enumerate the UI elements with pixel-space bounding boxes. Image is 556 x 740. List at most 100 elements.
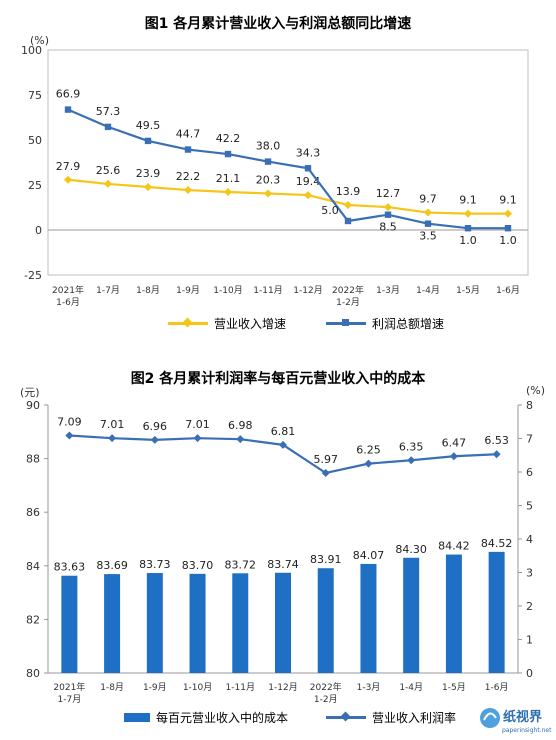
profit-growth-point [464, 225, 472, 232]
chart1-title: 图1 各月累计营业收入与利润总额同比增速 [144, 16, 412, 32]
profit-growth-data-label: 1.0 [499, 234, 517, 247]
cost-bar-data-label: 83.63 [54, 561, 86, 574]
chart1-y-tick-label: 25 [28, 179, 42, 192]
cost-bar [189, 573, 206, 673]
revenue-growth-point [64, 175, 72, 184]
cost-bar-data-label: 83.91 [310, 553, 342, 566]
profit-growth-point [144, 137, 152, 145]
cost-bar [360, 563, 377, 673]
profit-growth-point [304, 165, 312, 172]
chart2-left-tick-label: 90 [26, 399, 40, 412]
chart2-x-tick-label: 1-6月 [485, 682, 509, 693]
profit-margin-data-label: 6.98 [228, 419, 253, 432]
cost-bar [488, 551, 505, 673]
revenue-growth-point [224, 188, 232, 197]
chart1-legend-revenue: 营业收入增速 [168, 315, 286, 332]
cost-bar-data-label: 83.74 [267, 558, 299, 571]
profit-growth-point [184, 146, 192, 153]
revenue-growth-point [144, 182, 152, 191]
chart2-right-tick-label: 3 [526, 567, 533, 580]
chart1-y-tick-label: 100 [21, 44, 42, 57]
legend-label: 利润总额增速 [372, 317, 445, 331]
revenue-growth-point [184, 186, 192, 195]
legend-label: 营业收入增速 [214, 317, 287, 331]
chart-growth-rates: 图1 各月累计营业收入与利润总额同比增速 (%) 100 75 50 25 0 -25 20… [0, 0, 556, 350]
revenue-growth-point [344, 200, 352, 209]
revenue-growth-point [424, 208, 432, 217]
chart1-legend-profit: 利润总额增速 [326, 315, 444, 332]
profit-growth-point [344, 217, 352, 225]
profit-margin-data-label: 6.25 [356, 444, 381, 457]
profit-growth-data-label: 3.5 [419, 230, 437, 243]
cost-bar-data-label: 83.70 [182, 559, 214, 572]
chart2-right-tick-label: 7 [526, 433, 533, 446]
profit-margin-point [364, 459, 373, 468]
legend-line-marker [168, 317, 208, 328]
revenue-growth-data-label: 25.6 [96, 164, 121, 177]
cost-bar [317, 568, 334, 673]
cost-bar-data-label: 84.07 [353, 549, 385, 562]
profit-growth-data-label: 49.5 [136, 119, 161, 132]
chart2-x-tick-label: 1-12月 [268, 682, 297, 693]
cost-bar-data-label: 84.52 [481, 537, 513, 550]
chart1-x-tick-label: 1-2月 [336, 297, 360, 308]
chart2-x-tick-label: 1-2月 [314, 694, 338, 705]
chart1-x-tick-label: 2021年 [52, 284, 84, 296]
profit-growth-point [64, 106, 72, 113]
profit-margin-point [150, 435, 159, 444]
chart2-right-tick-label: 0 [526, 667, 533, 680]
profit-growth-point [224, 150, 232, 158]
chart1-x-tick-label: 1-7月 [96, 285, 120, 296]
revenue-growth-data-label: 20.3 [256, 173, 281, 186]
cost-bar-data-label: 84.42 [438, 540, 470, 553]
profit-margin-data-label: 6.47 [442, 436, 467, 449]
chart2-right-tick-label: 6 [526, 466, 533, 479]
chart2-x-tick-label: 1-3月 [357, 682, 381, 693]
chart2-right-tick-label: 2 [526, 600, 533, 613]
profit-margin-point [65, 431, 74, 440]
watermark-cn: 纸视界 [503, 709, 542, 725]
revenue-growth-data-label: 21.1 [216, 172, 241, 185]
revenue-growth-point [104, 179, 112, 188]
chart2-right-tick-label: 1 [526, 634, 533, 647]
profit-growth-data-label: 8.5 [379, 221, 397, 234]
profit-margin-point [193, 434, 202, 443]
chart2-x-tick-label: 1-7月 [58, 694, 82, 705]
legend-bar-swatch [124, 713, 150, 722]
chart2-left-tick-label: 80 [26, 667, 40, 680]
chart2-right-tick-label: 5 [526, 500, 533, 513]
cost-bar [403, 557, 420, 673]
legend-label: 每百元营业收入中的成本 [156, 711, 289, 725]
chart1-y-tick-label: 75 [28, 89, 42, 102]
cost-bar [61, 575, 78, 673]
chart1-x-tick-label: 2022年 [332, 284, 364, 296]
chart2-left-tick-label: 82 [26, 613, 40, 626]
revenue-growth-line [67, 178, 508, 215]
profit-margin-data-label: 7.01 [100, 418, 125, 431]
profit-margin-data-label: 7.09 [57, 415, 82, 428]
profit-growth-data-label: 5.0 [321, 204, 339, 217]
watermark-icon [480, 708, 500, 728]
cost-bar [232, 573, 249, 673]
chart1-x-tick-label: 1-8月 [136, 285, 160, 296]
profit-margin-point [321, 469, 330, 478]
profit-margin-data-label: 6.96 [143, 420, 168, 433]
profit-margin-data-label: 6.53 [484, 434, 509, 447]
profit-growth-data-label: 34.3 [296, 146, 321, 159]
revenue-growth-data-label: 23.9 [136, 167, 161, 180]
chart2-x-tick-label: 1-9月 [143, 682, 167, 693]
cost-bar [104, 574, 121, 673]
revenue-growth-data-label: 9.7 [419, 193, 437, 206]
profit-growth-line [67, 108, 508, 230]
legend-label: 营业收入利润率 [372, 711, 457, 725]
chart1-x-tick-label: 1-3月 [376, 285, 400, 296]
revenue-growth-data-label: 22.2 [176, 170, 201, 183]
chart2-left-tick-label: 88 [26, 453, 40, 466]
cost-bar [146, 573, 163, 673]
chart2-x-tick-label: 2022年 [310, 681, 342, 693]
chart2-x-tick-label: 1-5月 [442, 682, 466, 693]
chart1-x-tick-label: 1-6月 [56, 297, 80, 308]
chart-profit-margin-cost: 图2 各月累计利润率与每百元营业收入中的成本 (元) (%) 90 88 86 84 8… [0, 360, 556, 740]
revenue-growth-data-label: 27.9 [56, 160, 81, 173]
